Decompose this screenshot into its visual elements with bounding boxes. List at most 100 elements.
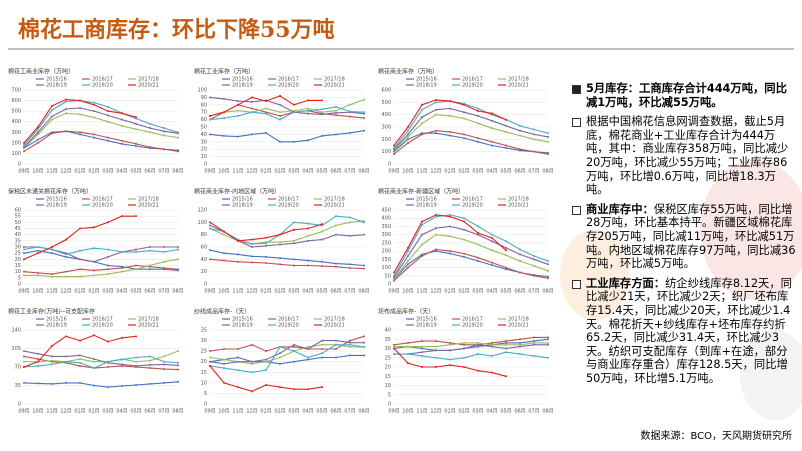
x-tick-label: 07月 — [344, 409, 355, 415]
point — [79, 131, 81, 134]
point — [505, 118, 507, 121]
point — [265, 262, 267, 265]
x-tick-label: 04月 — [486, 289, 497, 295]
x-tick-label: 04月 — [116, 169, 127, 175]
chart-title: 棉花商业库存-内地区域（万吨） — [194, 188, 280, 196]
series-line — [209, 99, 365, 117]
point — [237, 360, 239, 363]
point — [363, 129, 365, 132]
point — [51, 355, 53, 358]
point — [251, 100, 253, 103]
point — [223, 117, 225, 120]
point — [407, 259, 409, 262]
x-tick-label: 10月 — [402, 169, 413, 175]
point — [65, 335, 67, 338]
y-tick-label: 25 — [385, 355, 391, 361]
point — [435, 227, 437, 230]
legend-label: 2017/18 — [138, 317, 159, 323]
point — [93, 367, 95, 370]
note: 根据中国棉花信息网调查数据，截止5月底，棉花商业+工业库存合计为444万吨，其中… — [572, 115, 796, 197]
series-line — [209, 344, 364, 365]
point — [293, 109, 295, 112]
y-tick-label: 300 — [381, 232, 391, 238]
point — [279, 140, 281, 143]
y-tick-label: 700 — [11, 88, 21, 94]
point — [491, 354, 493, 357]
point — [547, 336, 549, 339]
x-tick-label: 02月 — [88, 289, 99, 295]
point — [477, 232, 479, 235]
point — [121, 363, 123, 366]
point — [321, 111, 323, 114]
note-bold: 工业库存方面： — [586, 276, 666, 290]
point — [51, 132, 53, 135]
x-tick-label: 07月 — [528, 169, 539, 175]
x-tick-label: 11月 — [46, 289, 57, 295]
point — [107, 248, 109, 251]
point — [149, 131, 151, 134]
point — [393, 278, 395, 281]
series-line — [209, 215, 365, 245]
x-tick-label: 10月 — [218, 409, 229, 415]
point — [107, 255, 109, 258]
point — [135, 122, 137, 125]
point — [237, 356, 239, 359]
point — [121, 358, 123, 361]
point — [407, 135, 409, 138]
point — [163, 246, 165, 248]
x-tick-label: 10月 — [402, 289, 413, 295]
point — [505, 347, 507, 350]
point — [177, 268, 179, 271]
x-tick-label: 02月 — [274, 289, 285, 295]
point — [223, 358, 225, 361]
x-tick-label: 01月 — [444, 409, 455, 415]
point — [135, 116, 137, 119]
x-tick-label: 08月 — [358, 409, 369, 415]
point — [121, 139, 123, 142]
point — [251, 107, 253, 110]
x-tick-label: 12月 — [246, 169, 257, 175]
point — [107, 268, 109, 271]
point — [547, 140, 549, 143]
y-tick-label: 40 — [201, 257, 207, 263]
series-line — [394, 342, 548, 348]
point — [307, 222, 309, 225]
y-tick-label: 60 — [201, 117, 207, 123]
point — [321, 113, 323, 116]
point — [163, 360, 165, 363]
point — [307, 345, 309, 348]
point — [37, 131, 39, 134]
point — [463, 252, 465, 255]
x-tick-label: 04月 — [486, 169, 497, 175]
point — [519, 343, 521, 346]
point — [335, 262, 337, 265]
point — [449, 341, 451, 344]
point — [321, 339, 323, 342]
x-tick-label: 11月 — [416, 409, 427, 415]
point — [37, 133, 39, 136]
y-tick-label: 150 — [381, 257, 391, 263]
y-tick-label: 90 — [201, 95, 207, 101]
legend-label: 2018/19 — [232, 203, 253, 209]
y-tick-label: 100 — [11, 151, 21, 157]
point — [37, 141, 39, 144]
point — [335, 133, 337, 136]
point — [279, 233, 281, 236]
x-tick-label: 10月 — [218, 169, 229, 175]
note: 工业库存方面：纺企纱线库存8.12天，同比减少21天，环比减少2天；织厂坯布库存… — [572, 277, 796, 386]
series-line — [23, 112, 179, 149]
series-line — [23, 130, 179, 152]
point — [349, 221, 351, 224]
series-line — [23, 130, 179, 151]
legend-label: 2017/18 — [324, 317, 345, 323]
x-tick-label: 07月 — [344, 169, 355, 175]
x-tick-label: 02月 — [274, 169, 285, 175]
point — [363, 341, 365, 344]
point — [135, 268, 137, 271]
point — [435, 132, 437, 135]
point — [209, 118, 211, 121]
x-tick-label: 04月 — [116, 289, 127, 295]
point — [37, 138, 39, 141]
point — [37, 360, 39, 363]
point — [393, 276, 395, 279]
